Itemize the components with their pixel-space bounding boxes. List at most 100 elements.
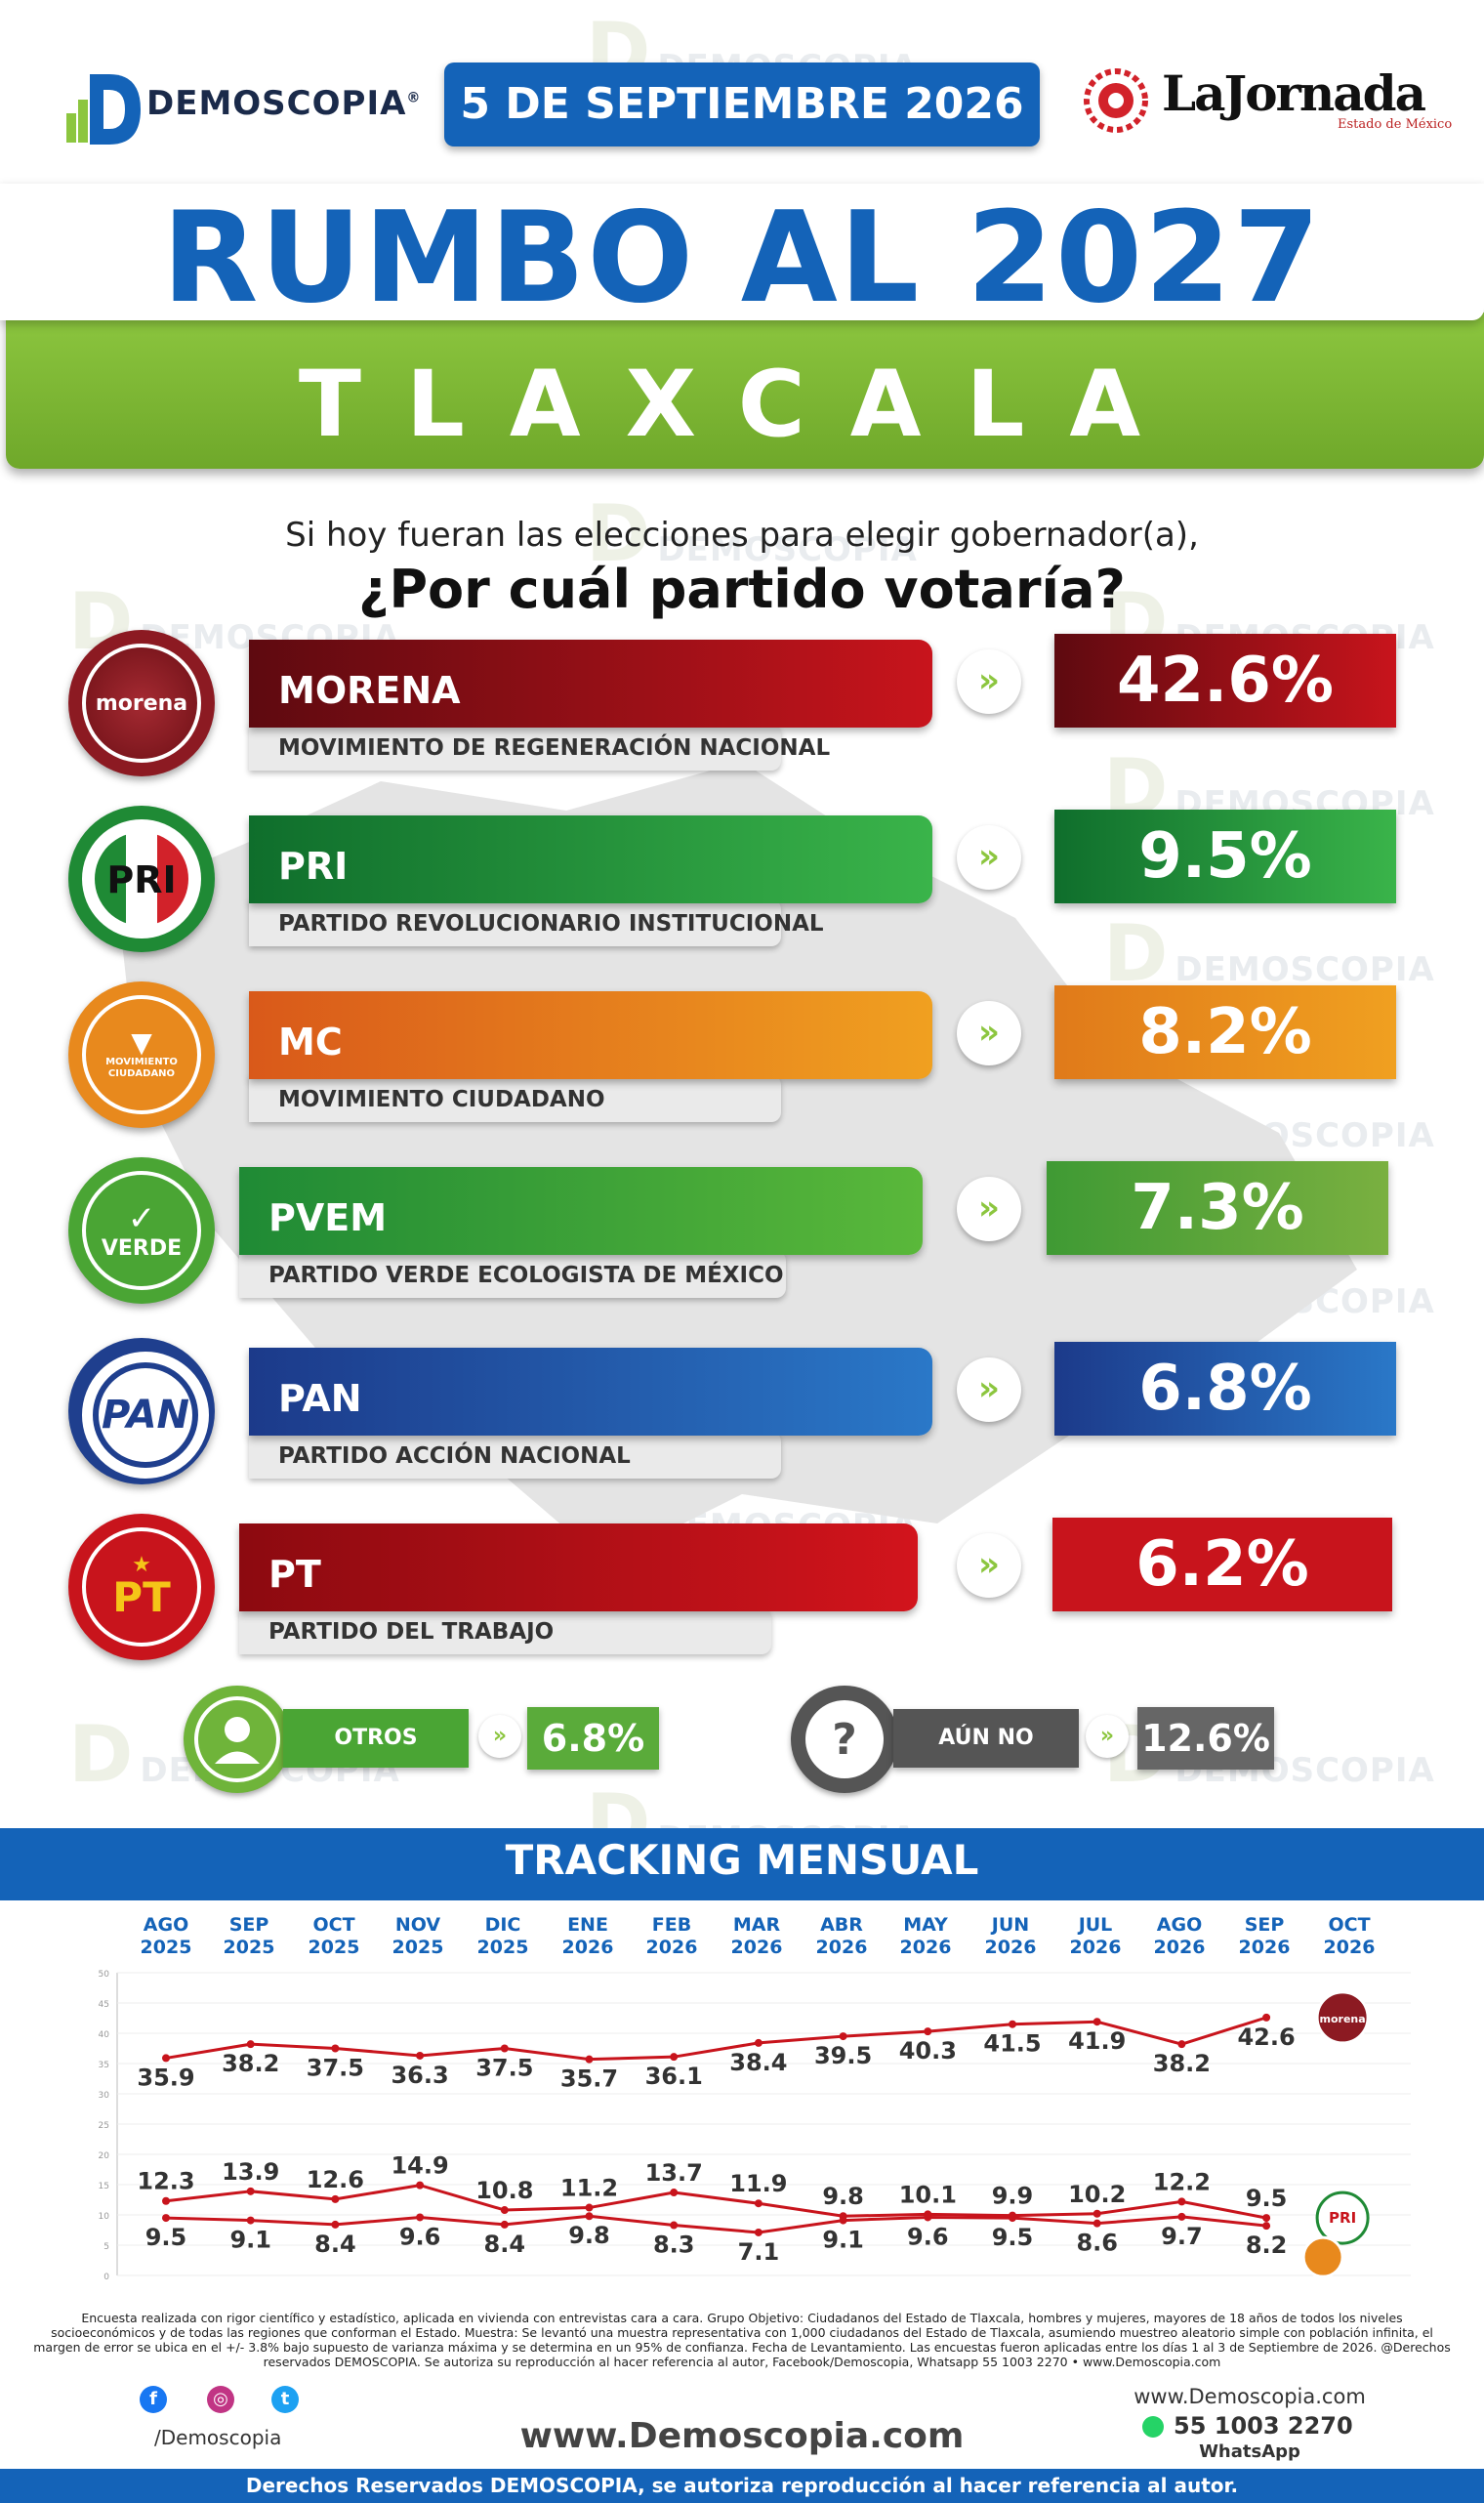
website-link-small[interactable]: www.Demoscopia.com: [1134, 2385, 1366, 2408]
question-line-1: Si hoy fueran las elecciones para elegir…: [285, 516, 1199, 555]
data-point-morena: [1262, 2013, 1271, 2022]
series-line-pri: [165, 2184, 1267, 2220]
party-row-pri: PRI PARTIDO REVOLUCIONARIO INSTITUCIONAL…: [0, 806, 1484, 962]
sun-icon: [1084, 68, 1148, 133]
toucan-icon: ✓: [127, 1198, 156, 1238]
data-label-morena: 37.5: [475, 2055, 533, 2082]
chevron-right-icon: »: [478, 1715, 521, 1758]
party-fullname: MOVIMIENTO CIUDADANO: [278, 1087, 605, 1112]
party-abbr: MC: [278, 1021, 343, 1064]
pri-end-logo-text: PRI: [1329, 2209, 1356, 2227]
party-fullname: MOVIMIENTO DE REGENERACIÓN NACIONAL: [278, 735, 831, 761]
y-tick-label: 15: [99, 2182, 109, 2191]
chevron-right-icon: »: [957, 825, 1021, 890]
data-point-pri: [331, 2194, 340, 2203]
month-label: MAY 2026: [899, 1914, 952, 1958]
month-label: DIC 2025: [476, 1914, 529, 1958]
data-point-pri: [670, 2189, 679, 2197]
data-label-mc: 9.5: [145, 2224, 187, 2251]
data-label-morena: 36.1: [645, 2063, 703, 2090]
copyright-bar: Derechos Reservados DEMOSCOPIA, se autor…: [0, 2469, 1484, 2503]
party-percent: 9.5%: [1054, 810, 1396, 903]
demoscopia-logo-icon: [66, 74, 141, 145]
twitter-icon[interactable]: t: [271, 2386, 299, 2413]
y-tick-label: 25: [99, 2121, 109, 2131]
data-label-pri: 11.9: [729, 2170, 787, 2197]
party-fullname-box: [249, 899, 781, 946]
month-label: OCT 2025: [308, 1914, 360, 1958]
data-point-pri: [1092, 2209, 1101, 2218]
data-point-pri: [1262, 2214, 1271, 2223]
month-label: SEP 2026: [1238, 1914, 1291, 1958]
data-label-pri: 10.8: [475, 2177, 533, 2204]
party-row-mc: ▼ MOVIMIENTO CIUDADANO MOVIMIENTO CIUDAD…: [0, 981, 1484, 1138]
facebook-icon[interactable]: f: [140, 2386, 167, 2413]
data-point-mc: [754, 2228, 763, 2236]
data-point-morena: [670, 2053, 679, 2062]
party-fullname: PARTIDO ACCIÓN NACIONAL: [278, 1443, 631, 1469]
data-point-morena: [500, 2044, 509, 2053]
pan-logo-icon: PAN: [68, 1338, 215, 1484]
data-point-morena: [839, 2032, 847, 2041]
party-percent: 7.3%: [1047, 1161, 1388, 1255]
pt-logo-icon: ★ PT: [68, 1514, 215, 1660]
person-icon: [194, 1696, 280, 1782]
data-label-pri: 12.6: [307, 2166, 364, 2193]
y-tick-label: 0: [103, 2273, 109, 2282]
data-point-mc: [1177, 2212, 1186, 2221]
methodology-note: Encuesta realizada con rigor científico …: [33, 2311, 1451, 2369]
party-fullname-box: [249, 1432, 781, 1479]
party-percent: 6.2%: [1052, 1518, 1392, 1611]
month-label: OCT 2026: [1323, 1914, 1376, 1958]
data-label-morena: 40.3: [899, 2037, 957, 2065]
website-link[interactable]: www.Demoscopia.com: [519, 2416, 965, 2456]
data-point-morena: [331, 2044, 340, 2053]
data-point-mc: [1262, 2222, 1271, 2231]
party-bar: [249, 1348, 932, 1436]
state-title: TLAXCALA: [298, 352, 1186, 458]
party-abbr: PAN: [278, 1377, 362, 1420]
party-abbr: MORENA: [278, 669, 461, 712]
data-label-morena: 38.2: [222, 2050, 279, 2077]
data-label-pri: 9.8: [822, 2183, 864, 2210]
month-label: NOV 2025: [392, 1914, 444, 1958]
data-point-mc: [162, 2214, 170, 2223]
party-fullname: PARTIDO DEL TRABAJO: [268, 1619, 555, 1645]
data-label-mc: 9.7: [1161, 2223, 1203, 2250]
party-row-pt: ★ PT PARTIDO DEL TRABAJO PT » 6.2%: [0, 1514, 1484, 1670]
party-percent: 42.6%: [1054, 634, 1396, 728]
data-label-mc: 9.5: [992, 2224, 1034, 2251]
data-point-morena: [1177, 2040, 1186, 2049]
data-point-mc: [416, 2213, 425, 2222]
undecided-circle: ?: [791, 1686, 898, 1793]
data-point-pri: [754, 2199, 763, 2208]
data-label-morena: 36.3: [391, 2062, 448, 2089]
data-point-pri: [585, 2203, 594, 2212]
series-line-morena: [165, 2016, 1267, 2062]
data-label-mc: 8.3: [653, 2232, 695, 2259]
data-point-morena: [585, 2055, 594, 2064]
data-label-morena: 38.2: [1153, 2050, 1211, 2077]
whatsapp-icon: [1142, 2416, 1164, 2438]
data-point-mc: [670, 2221, 679, 2230]
data-point-pri: [162, 2196, 170, 2205]
month-label: ABR 2026: [815, 1914, 868, 1958]
data-label-mc: 9.1: [822, 2227, 864, 2254]
date-badge: 5 DE SEPTIEMBRE 2026: [444, 63, 1040, 146]
data-point-mc: [500, 2220, 509, 2229]
pri-flag-icon: PRI: [95, 832, 188, 926]
instagram-icon[interactable]: ◎: [207, 2386, 234, 2413]
others-percent: 6.8%: [527, 1707, 659, 1770]
month-label: AGO 2025: [140, 1914, 192, 1958]
data-label-mc: 9.8: [568, 2222, 610, 2249]
data-point-morena: [924, 2027, 932, 2036]
question-icon: ?: [805, 1700, 884, 1778]
data-label-pri: 14.9: [391, 2152, 448, 2180]
data-point-mc: [1092, 2219, 1101, 2228]
y-tick-label: 10: [99, 2212, 110, 2222]
y-tick-label: 20: [99, 2151, 110, 2161]
others-circle: [184, 1686, 291, 1793]
data-label-mc: 8.2: [1246, 2232, 1288, 2259]
